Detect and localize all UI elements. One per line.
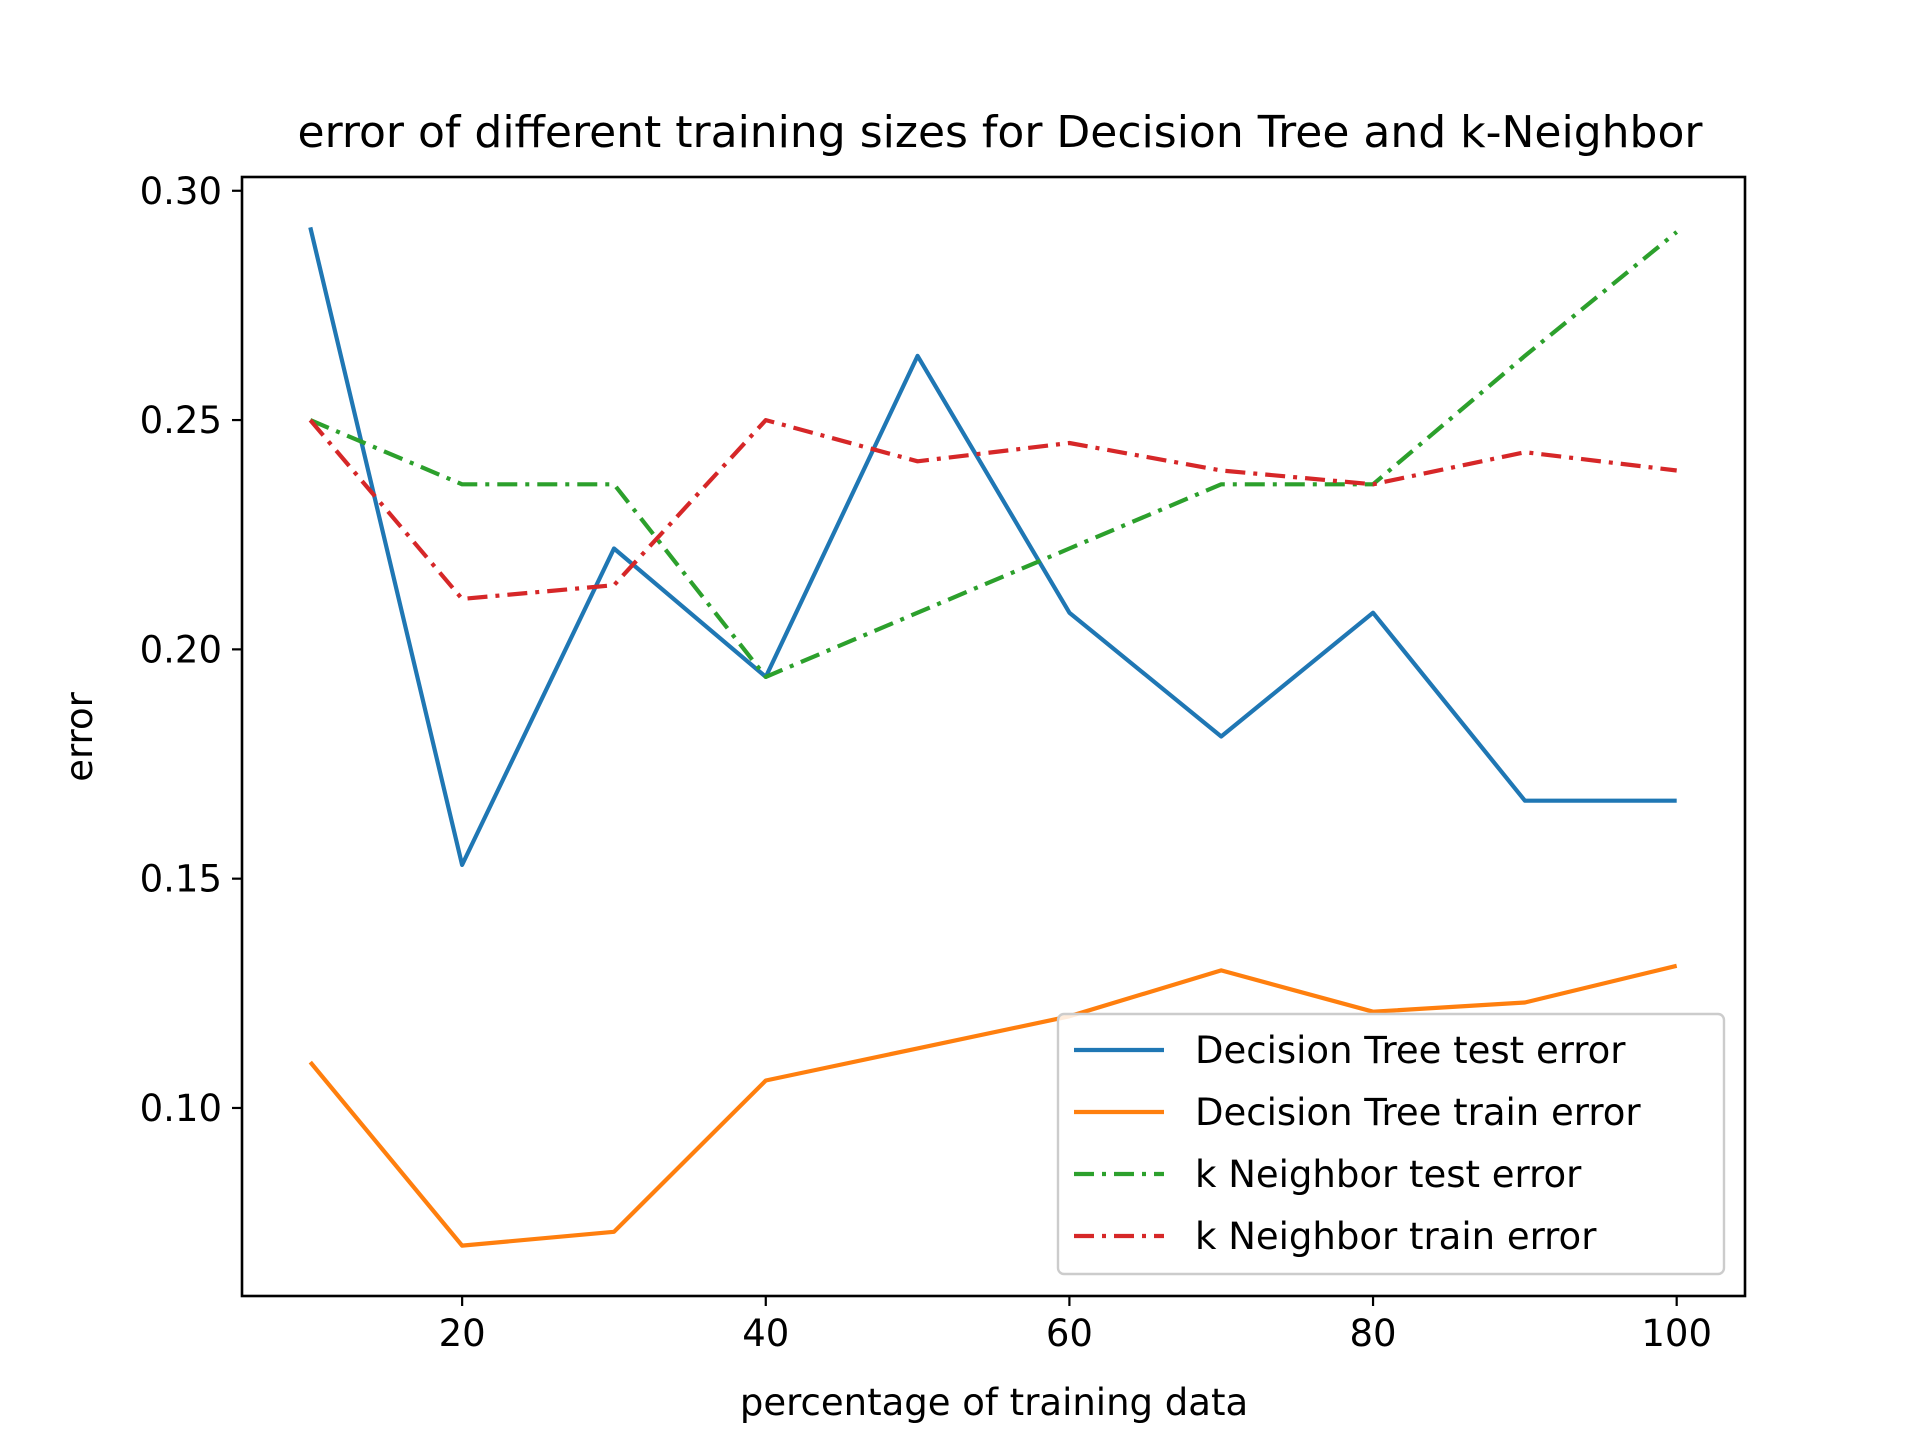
x-tick-label: 80	[1349, 1312, 1396, 1355]
series-layer	[308, 226, 1679, 1248]
series-line-3	[308, 418, 1677, 602]
series-line-0	[308, 226, 1677, 868]
x-tick-label: 60	[1046, 1312, 1093, 1355]
legend-label-2: k Neighbor test error	[1195, 1153, 1582, 1196]
legend: Decision Tree test error Decision Tree tr…	[1056, 1012, 1726, 1276]
y-tick-label: 0.10	[140, 1087, 222, 1130]
x-axis: 20 40 60 80 100	[439, 1296, 1712, 1355]
chart-title: error of different training sizes for De…	[298, 107, 1704, 158]
y-tick-label: 0.15	[140, 858, 222, 901]
y-tick-label: 0.25	[140, 399, 222, 442]
plot-frame	[240, 175, 1747, 1298]
y-tick-label: 0.30	[140, 170, 222, 213]
x-tick-label: 100	[1641, 1312, 1712, 1355]
y-tick-label: 0.20	[140, 628, 222, 671]
x-tick-label: 20	[439, 1312, 486, 1355]
legend-label-0: Decision Tree test error	[1195, 1029, 1626, 1072]
legend-label-3: k Neighbor train error	[1195, 1215, 1597, 1258]
y-axis-label: error	[58, 691, 101, 781]
legend-label-1: Decision Tree train error	[1195, 1091, 1641, 1134]
legend-box	[1056, 1012, 1726, 1276]
x-tick-label: 40	[742, 1312, 789, 1355]
y-axis: 0.10 0.15 0.20 0.25 0.30	[140, 170, 242, 1130]
series-line-1	[308, 963, 1678, 1248]
x-axis-label: percentage of training data	[740, 1381, 1248, 1424]
series-line-2	[309, 230, 1679, 680]
